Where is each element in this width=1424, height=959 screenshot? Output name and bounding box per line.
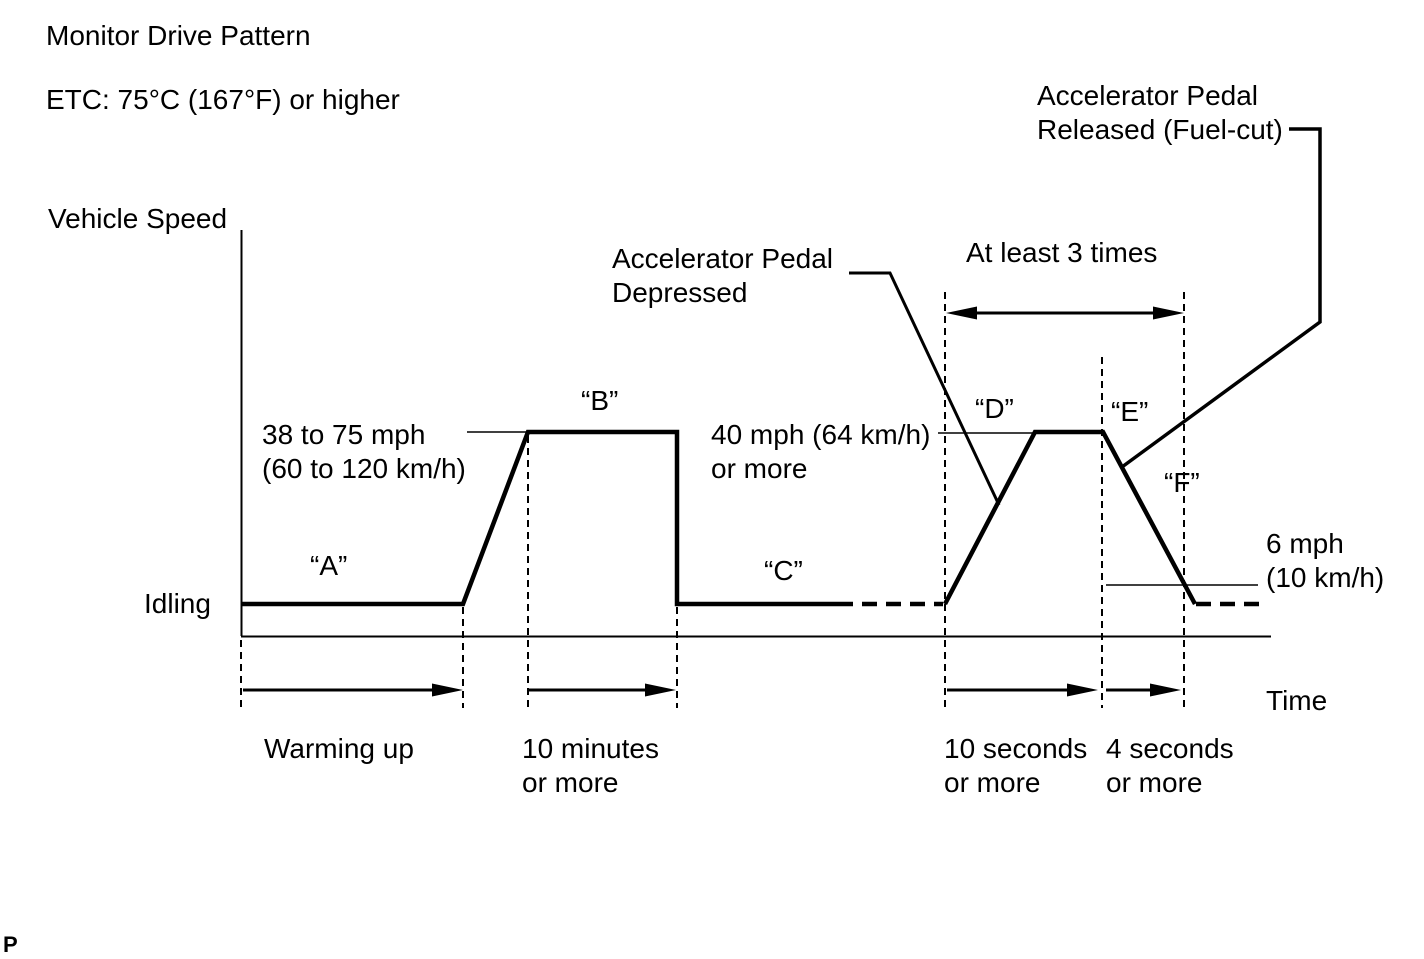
caption-ten-seconds: 10 seconds or more xyxy=(944,732,1087,800)
page-title: Monitor Drive Pattern xyxy=(46,20,311,51)
four-seconds-line1: 4 seconds xyxy=(1106,733,1234,764)
four-seconds-line2: or more xyxy=(1106,767,1203,798)
annotation-accel-released: Accelerator Pedal Released (Fuel-cut) xyxy=(1037,79,1283,147)
ten-minutes-line1: 10 minutes xyxy=(522,733,659,764)
accel-released-line1: Accelerator Pedal xyxy=(1037,80,1259,111)
ten-seconds-line1: 10 seconds xyxy=(944,733,1088,764)
page-marker: P xyxy=(3,932,18,957)
speed-band-b-line1: 38 to 75 mph xyxy=(262,419,426,450)
annotation-speed-band-f: 6 mph (10 km/h) xyxy=(1266,527,1384,595)
accel-depressed-leader-line xyxy=(849,271,1001,506)
speed-trace-def-trapezoid xyxy=(943,429,1197,606)
warming-up-arrow xyxy=(243,683,463,697)
annotation-accel-depressed: Accelerator Pedal Depressed xyxy=(612,242,833,310)
accel-depressed-line1: Accelerator Pedal xyxy=(612,243,834,274)
phase-label-d: “D” xyxy=(975,393,1014,424)
phase-label-f: “F” xyxy=(1164,467,1200,498)
speed-band-b-line2: (60 to 120 km/h) xyxy=(262,453,466,484)
arrowhead-right-icon xyxy=(1153,306,1184,320)
speed-band-d-line2: or more xyxy=(711,453,808,484)
phase-label-e: “E” xyxy=(1111,396,1149,427)
ten-seconds-line2: or more xyxy=(944,767,1041,798)
phase-label-c: “C” xyxy=(764,555,803,586)
arrowhead-right-icon xyxy=(432,683,463,697)
idling-label: Idling xyxy=(144,588,211,619)
arrowhead-right-icon xyxy=(1150,683,1181,697)
y-axis-label: Vehicle Speed xyxy=(48,203,228,234)
caption-four-seconds: 4 seconds or more xyxy=(1106,732,1234,800)
caption-warming-up: Warming up xyxy=(264,733,414,764)
accel-released-line2: Released (Fuel-cut) xyxy=(1037,114,1283,145)
condition-label: ETC: 75°C (167°F) or higher xyxy=(46,84,400,115)
arrowhead-right-icon xyxy=(645,683,676,697)
annotation-speed-band-d: 40 mph (64 km/h) or more xyxy=(711,418,930,486)
accel-depressed-line2: Depressed xyxy=(612,277,748,308)
speed-band-f-line1: 6 mph xyxy=(1266,528,1344,559)
annotation-at-least-3-times: At least 3 times xyxy=(966,237,1158,268)
at-least-3-times-arrow xyxy=(946,306,1184,320)
ten-minutes-arrow xyxy=(528,683,676,697)
ten-seconds-arrow xyxy=(947,683,1098,697)
caption-ten-minutes: 10 minutes or more xyxy=(522,732,659,800)
speed-band-f-line2: (10 km/h) xyxy=(1266,562,1385,593)
ten-minutes-line2: or more xyxy=(522,767,619,798)
phase-label-b: “B” xyxy=(581,385,619,416)
x-axis-label: Time xyxy=(1266,685,1328,716)
annotation-speed-band-b: 38 to 75 mph (60 to 120 km/h) xyxy=(262,418,466,486)
arrowhead-left-icon xyxy=(946,306,977,320)
dashed-guide-lines xyxy=(240,292,1185,708)
speed-trace-warmup-and-b xyxy=(241,429,838,607)
accel-released-leader-line xyxy=(1120,127,1322,469)
speed-band-d-line1: 40 mph (64 km/h) xyxy=(711,419,931,450)
phase-label-a: “A” xyxy=(310,550,348,581)
four-seconds-arrow xyxy=(1106,683,1181,697)
arrowhead-right-icon xyxy=(1067,683,1098,697)
